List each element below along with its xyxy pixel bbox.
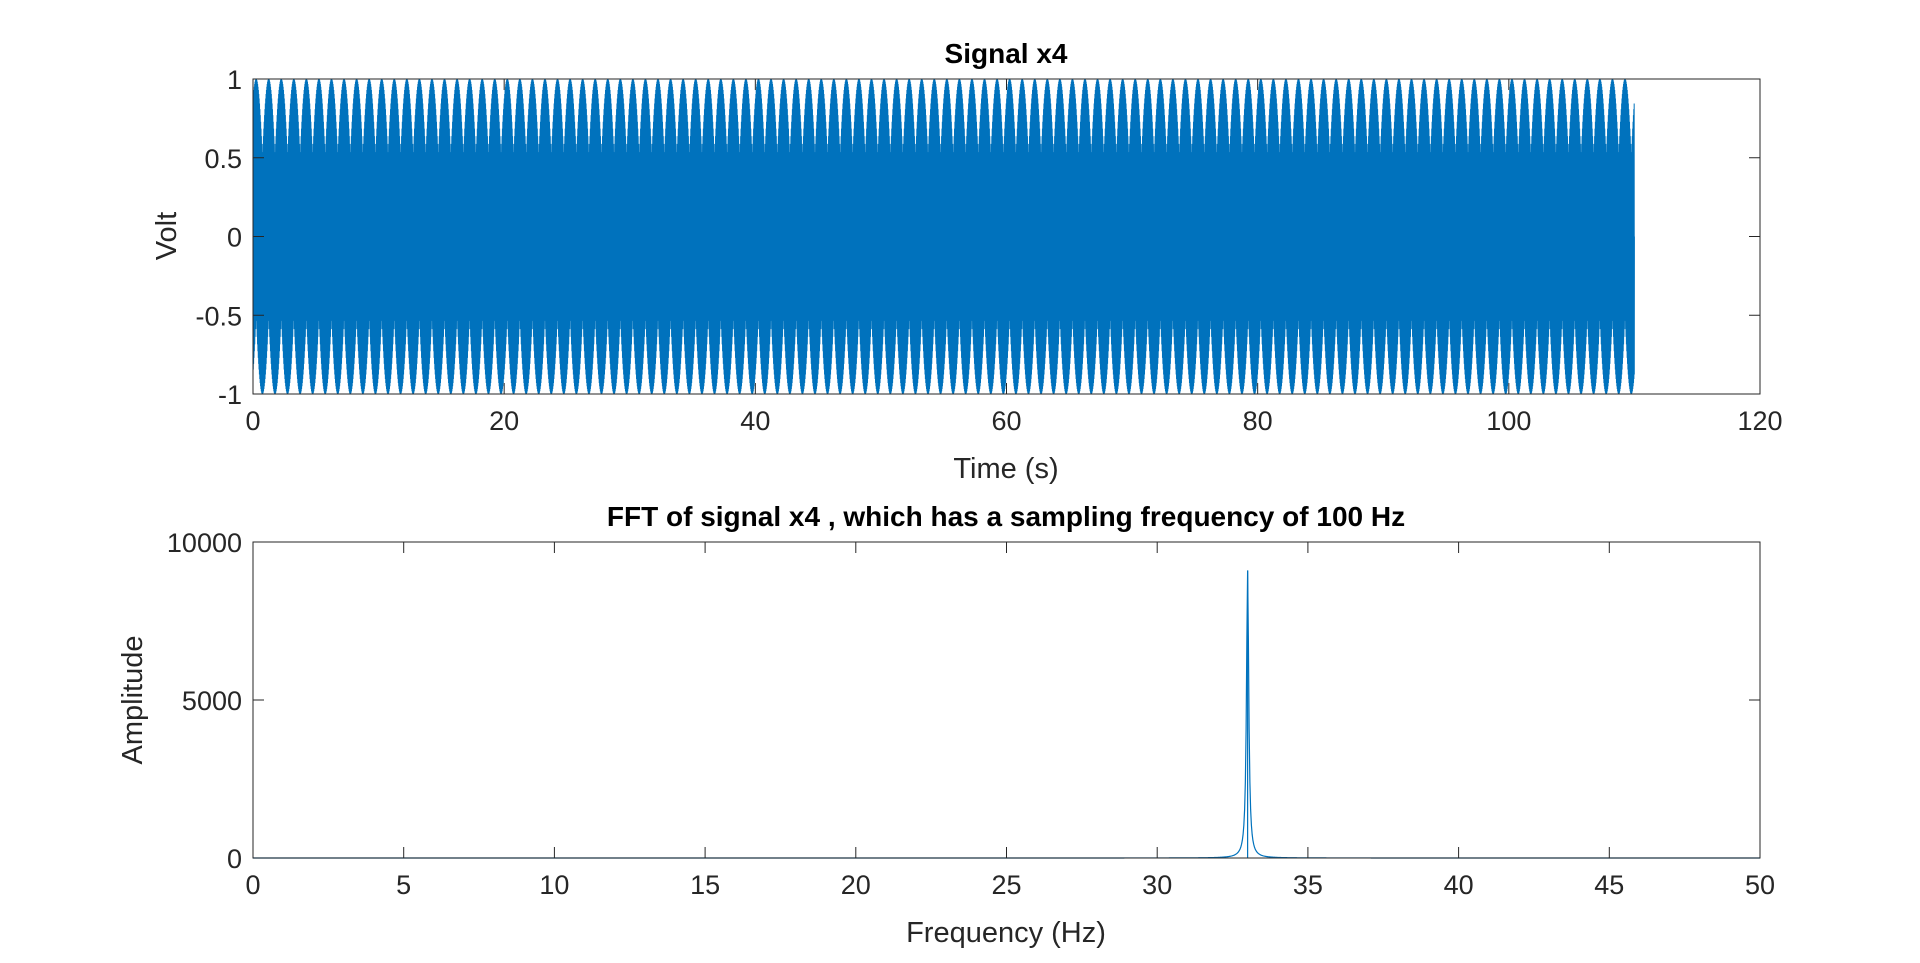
fft-x-tick-label: 5 (396, 870, 411, 900)
signal-x-tick-label: 120 (1737, 406, 1782, 436)
signal-y-tick-label: -1 (218, 380, 242, 410)
signal-axes: 0 20 40 60 80 100 120 -1 -0.5 0 0.5 1 Signal x4 Tim… (151, 38, 1783, 485)
signal-plot-area (252, 78, 1635, 395)
fft-x-tick-label: 35 (1293, 870, 1323, 900)
signal-x-axis-label: Time (s) (953, 453, 1058, 485)
fft-x-axis-label: Frequency (Hz) (906, 917, 1106, 949)
signal-y-tick-label: 0.5 (204, 144, 242, 174)
fft-x-tick-label: 40 (1444, 870, 1474, 900)
fft-y-axis-label: Amplitude (117, 636, 149, 765)
fft-x-tick-label: 25 (991, 870, 1021, 900)
signal-x-tick-label: 60 (991, 406, 1021, 436)
fft-x-tick-label: 15 (690, 870, 720, 900)
fft-x-tick-label: 20 (841, 870, 871, 900)
signal-y-tick-label: 0 (227, 223, 242, 253)
signal-ticks: 0 20 40 60 80 100 120 -1 -0.5 0 0.5 1 (195, 65, 1782, 436)
signal-x-tick-label: 0 (245, 406, 260, 436)
fft-ticks: 0 5 10 15 20 25 30 35 40 45 50 0 5000 10000 (167, 528, 1775, 900)
fft-x-tick-label: 45 (1594, 870, 1624, 900)
fft-axes: 0 5 10 15 20 25 30 35 40 45 50 0 5000 10000 FFT of si… (117, 501, 1775, 949)
signal-y-axis-label: Volt (151, 212, 183, 260)
signal-x-tick-label: 100 (1486, 406, 1531, 436)
fft-x-tick-label: 50 (1745, 870, 1775, 900)
signal-x-tick-label: 40 (740, 406, 770, 436)
fft-x-tick-label: 10 (539, 870, 569, 900)
fft-title: FFT of signal x4 , which has a sampling … (607, 501, 1405, 532)
signal-x-tick-label: 80 (1243, 406, 1273, 436)
signal-y-tick-label: -0.5 (195, 301, 242, 331)
fft-x-tick-label: 30 (1142, 870, 1172, 900)
fft-y-tick-label: 5000 (182, 686, 242, 716)
signal-series-line (252, 78, 1635, 395)
fft-y-tick-label: 0 (227, 844, 242, 874)
fft-x-tick-label: 0 (245, 870, 260, 900)
signal-y-tick-label: 1 (227, 65, 242, 95)
signal-title: Signal x4 (945, 38, 1068, 69)
fft-y-tick-label: 10000 (167, 528, 242, 558)
signal-x-tick-label: 20 (489, 406, 519, 436)
